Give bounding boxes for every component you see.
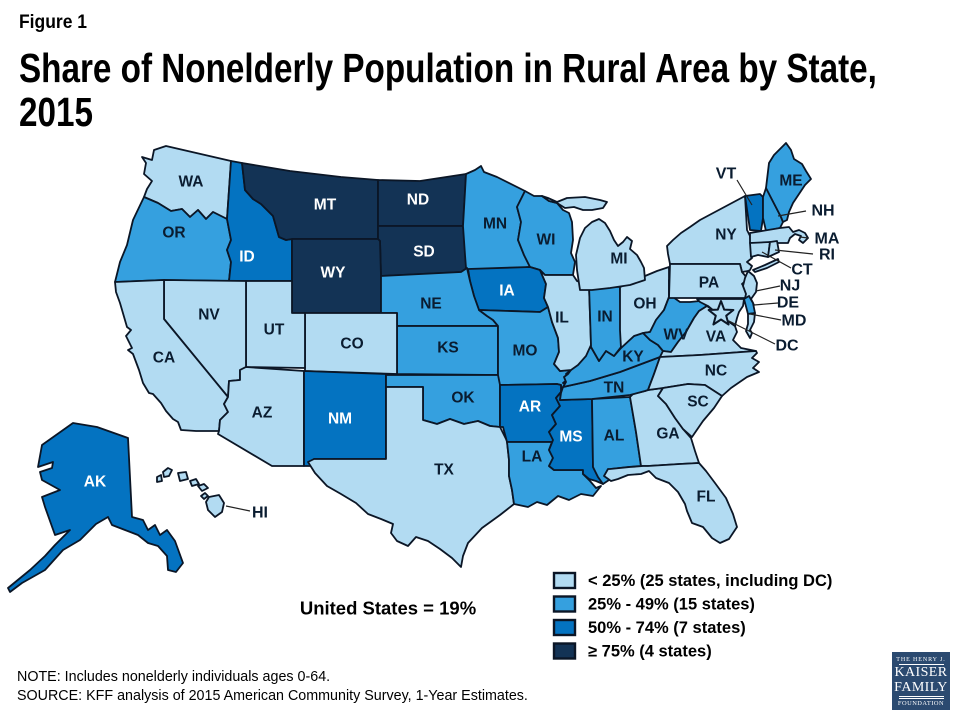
svg-text:WV: WV <box>664 327 690 344</box>
svg-text:≥ 75% (4 states): ≥ 75% (4 states) <box>588 643 712 661</box>
svg-text:50% - 74% (7 states): 50% - 74% (7 states) <box>588 619 746 637</box>
svg-text:MI: MI <box>610 251 627 268</box>
svg-text:MA: MA <box>815 231 840 248</box>
svg-text:VT: VT <box>716 166 737 183</box>
svg-text:CA: CA <box>153 350 175 367</box>
svg-text:TN: TN <box>604 380 625 397</box>
svg-text:CO: CO <box>340 336 363 353</box>
svg-text:< 25% (25 states, including DC: < 25% (25 states, including DC) <box>588 572 832 590</box>
svg-text:NC: NC <box>705 363 727 380</box>
svg-text:CT: CT <box>791 262 813 279</box>
svg-text:MS: MS <box>559 429 582 446</box>
svg-text:OR: OR <box>162 225 185 242</box>
svg-text:DE: DE <box>777 295 800 312</box>
svg-text:HI: HI <box>252 505 268 522</box>
svg-text:DC: DC <box>775 338 799 355</box>
svg-text:FL: FL <box>697 489 716 506</box>
svg-text:TX: TX <box>434 462 454 479</box>
svg-text:MO: MO <box>513 343 538 360</box>
svg-text:25% - 49% (15 states): 25% - 49% (15 states) <box>588 596 755 614</box>
svg-text:MD: MD <box>782 313 807 330</box>
svg-text:UT: UT <box>264 322 285 339</box>
svg-text:IA: IA <box>499 283 515 300</box>
svg-text:NM: NM <box>328 411 352 428</box>
svg-text:VA: VA <box>706 329 726 346</box>
svg-text:NV: NV <box>198 307 220 324</box>
svg-text:NJ: NJ <box>780 278 800 295</box>
svg-text:NY: NY <box>715 227 737 244</box>
svg-text:AZ: AZ <box>252 405 273 422</box>
svg-text:MT: MT <box>314 197 337 214</box>
svg-text:WA: WA <box>179 174 204 191</box>
svg-text:AK: AK <box>84 474 107 491</box>
svg-text:PA: PA <box>699 275 719 292</box>
svg-text:WY: WY <box>321 265 347 282</box>
svg-text:SD: SD <box>413 244 435 261</box>
svg-text:AR: AR <box>519 399 541 416</box>
svg-text:LA: LA <box>522 449 543 466</box>
svg-text:NE: NE <box>420 296 442 313</box>
svg-text:WI: WI <box>537 232 556 249</box>
svg-text:NH: NH <box>811 203 834 220</box>
svg-text:United States = 19%: United States = 19% <box>300 598 476 619</box>
svg-text:KS: KS <box>437 340 459 357</box>
svg-text:ID: ID <box>239 249 255 266</box>
svg-text:AL: AL <box>604 428 625 445</box>
svg-text:OH: OH <box>633 296 656 313</box>
svg-text:MN: MN <box>483 216 507 233</box>
svg-text:IN: IN <box>597 309 613 326</box>
svg-text:IL: IL <box>555 310 569 327</box>
svg-text:ND: ND <box>407 192 429 209</box>
svg-text:OK: OK <box>451 390 475 407</box>
svg-text:KY: KY <box>622 349 644 366</box>
svg-text:RI: RI <box>819 247 835 264</box>
svg-text:SC: SC <box>687 394 709 411</box>
svg-text:GA: GA <box>656 426 679 443</box>
svg-text:ME: ME <box>779 173 802 190</box>
